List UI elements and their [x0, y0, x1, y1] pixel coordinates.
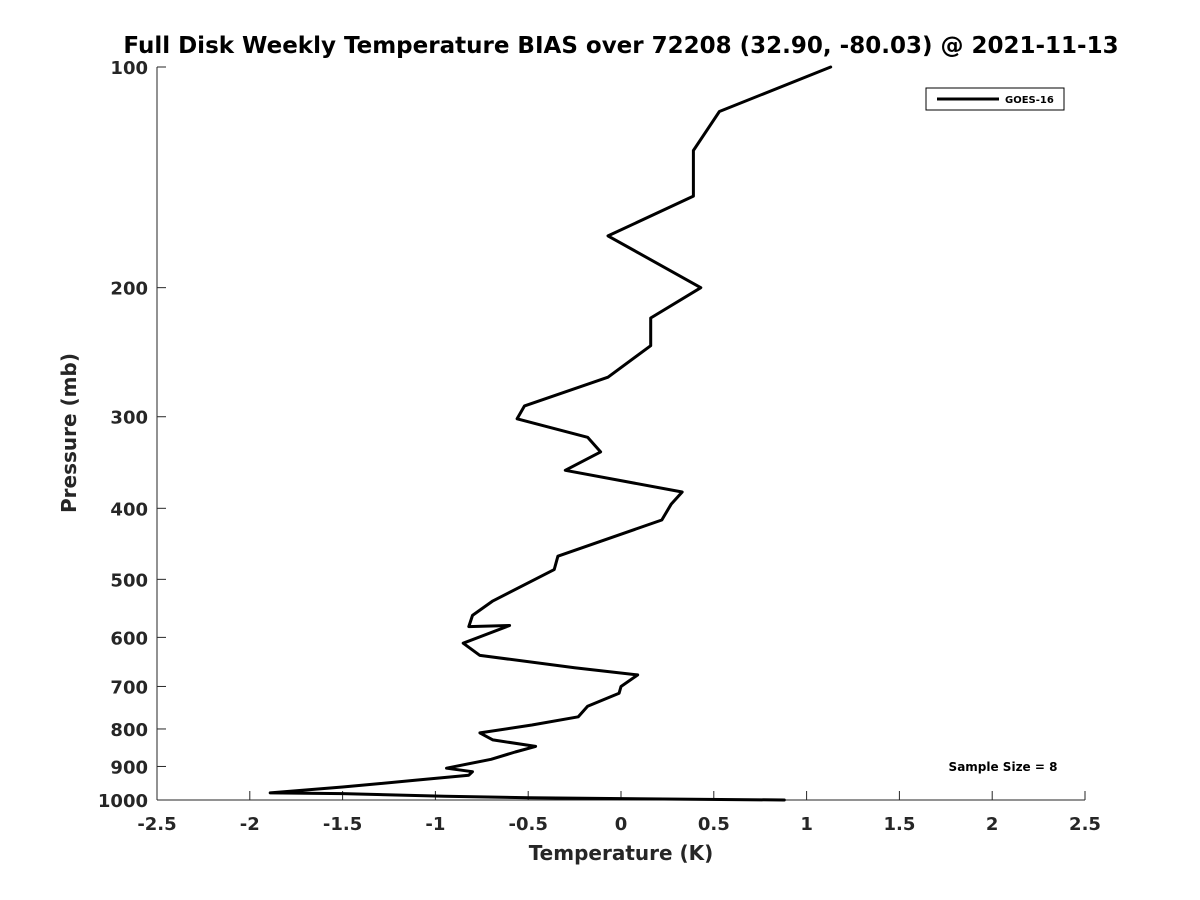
y-tick-label: 200 [110, 279, 148, 300]
series-line-goes-16 [268, 65, 833, 802]
x-tick-label: -2.5 [137, 814, 176, 835]
y-tick-label: 400 [110, 499, 148, 520]
y-tick-label: 900 [110, 757, 148, 778]
x-axis-label: Temperature (K) [529, 841, 714, 865]
sample-size-annotation: Sample Size = 8 [949, 760, 1058, 774]
x-tick-label: -1 [425, 814, 445, 835]
legend: GOES-16 [925, 87, 1065, 111]
y-tick-label: 1000 [98, 791, 148, 812]
y-axis-ticks: 100 200 300 400 500 600 700 800 900 1000 [98, 58, 166, 812]
y-tick-label: 100 [110, 58, 148, 79]
x-tick-label: 0.5 [698, 814, 730, 835]
y-tick-label: 600 [110, 628, 148, 649]
x-tick-label: -2 [240, 814, 260, 835]
x-tick-label: 1.5 [883, 814, 915, 835]
x-tick-label: 0 [615, 814, 628, 835]
x-tick-label: 2.5 [1069, 814, 1101, 835]
y-tick-label: 700 [110, 677, 148, 698]
chart-title: Full Disk Weekly Temperature BIAS over 7… [123, 33, 1118, 59]
x-axis-ticks: -2.5 -2 -1.5 -1 -0.5 0 0.5 1 1.5 2 2.5 [137, 791, 1101, 835]
y-tick-label: 300 [110, 408, 148, 429]
y-axis-label: Pressure (mb) [57, 353, 81, 513]
legend-label-goes-16: GOES-16 [1005, 95, 1054, 106]
y-tick-label: 500 [110, 570, 148, 591]
x-tick-label: -0.5 [509, 814, 548, 835]
x-tick-label: 2 [986, 814, 999, 835]
x-tick-label: 1 [800, 814, 813, 835]
y-tick-label: 800 [110, 720, 148, 741]
x-tick-label: -1.5 [323, 814, 362, 835]
